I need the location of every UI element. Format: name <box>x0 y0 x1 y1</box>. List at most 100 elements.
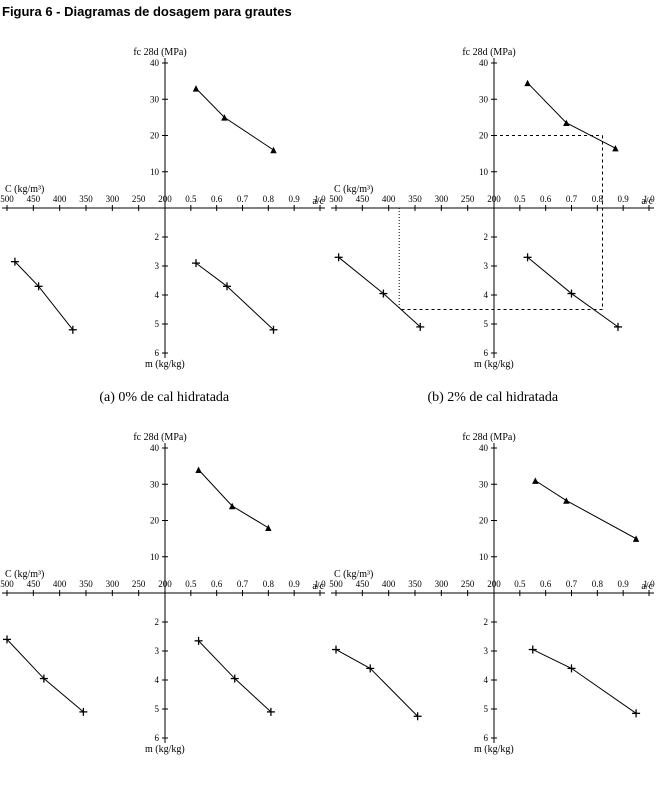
svg-text:450: 450 <box>27 194 41 204</box>
svg-text:3: 3 <box>483 261 488 271</box>
svg-text:200: 200 <box>487 579 501 589</box>
svg-text:0.7: 0.7 <box>237 194 249 204</box>
svg-text:500: 500 <box>0 579 14 589</box>
svg-text:20: 20 <box>150 516 160 526</box>
chart-svg-1: 10 20 30 40fc 28d (MPa) 2 3 4 5 6m (kg/kg) 0.5 0.6… <box>0 23 328 383</box>
svg-text:500: 500 <box>329 194 343 204</box>
svg-text:m (kg/kg): m (kg/kg) <box>474 744 514 755</box>
svg-text:5: 5 <box>155 319 160 329</box>
charts-grid: 10203040fc 28d (MPa)23456m (kg/kg)0.50.6… <box>0 23 657 773</box>
svg-text:0.5: 0.5 <box>185 194 197 204</box>
svg-text:30: 30 <box>150 94 160 104</box>
svg-text:250: 250 <box>132 579 146 589</box>
chart-svg-4: 10203040fc 28d (MPa)23456m (kg/kg)0.50.6… <box>329 408 657 768</box>
svg-text:40: 40 <box>150 443 160 453</box>
svg-text:0.6: 0.6 <box>211 194 223 204</box>
svg-text:0.5: 0.5 <box>514 579 526 589</box>
chart-svg-2: 10203040fc 28d (MPa)23456m (kg/kg)0.50.6… <box>329 23 657 383</box>
svg-text:0.6: 0.6 <box>540 194 552 204</box>
svg-text:C (kg/m³): C (kg/m³) <box>5 569 44 580</box>
svg-text:500: 500 <box>0 194 14 204</box>
svg-text:5: 5 <box>155 704 160 714</box>
svg-text:4: 4 <box>155 675 160 685</box>
svg-text:200: 200 <box>487 194 501 204</box>
svg-text:0.7: 0.7 <box>565 579 577 589</box>
svg-text:a/c: a/c <box>312 196 324 207</box>
svg-text:10: 10 <box>479 167 489 177</box>
svg-text:20: 20 <box>479 131 489 141</box>
svg-text:400: 400 <box>53 194 67 204</box>
svg-text:0.9: 0.9 <box>617 194 629 204</box>
svg-text:2: 2 <box>155 232 160 242</box>
chart-panel-3: (a) 0% de cal hidratada 10203040fc 28d (… <box>0 388 329 773</box>
svg-text:0.5: 0.5 <box>514 194 526 204</box>
svg-text:350: 350 <box>79 579 93 589</box>
svg-text:m (kg/kg): m (kg/kg) <box>474 359 514 370</box>
svg-text:400: 400 <box>381 579 395 589</box>
svg-text:10: 10 <box>150 167 160 177</box>
svg-text:fc 28d (MPa): fc 28d (MPa) <box>133 432 186 443</box>
svg-text:40: 40 <box>150 58 160 68</box>
svg-text:5: 5 <box>483 319 488 329</box>
svg-text:0.7: 0.7 <box>565 194 577 204</box>
svg-text:2: 2 <box>155 617 160 627</box>
svg-text:500: 500 <box>329 579 343 589</box>
svg-text:10: 10 <box>479 552 489 562</box>
svg-text:200: 200 <box>158 194 172 204</box>
svg-text:a/c: a/c <box>641 581 653 592</box>
svg-text:a/c: a/c <box>641 196 653 207</box>
svg-text:30: 30 <box>150 479 160 489</box>
svg-text:0.8: 0.8 <box>263 194 275 204</box>
svg-text:fc 28d (MPa): fc 28d (MPa) <box>133 47 186 58</box>
svg-text:350: 350 <box>79 194 93 204</box>
svg-text:C (kg/m³): C (kg/m³) <box>334 184 373 195</box>
svg-text:20: 20 <box>479 516 489 526</box>
chart-svg-3: 10203040fc 28d (MPa)23456m (kg/kg)0.50.6… <box>0 408 328 768</box>
svg-text:2: 2 <box>483 232 488 242</box>
svg-text:fc 28d (MPa): fc 28d (MPa) <box>462 432 515 443</box>
svg-text:3: 3 <box>483 646 488 656</box>
svg-text:3: 3 <box>155 646 160 656</box>
svg-text:m (kg/kg): m (kg/kg) <box>145 359 185 370</box>
subplot-label-b: (b) 2% de cal hidratada <box>329 390 657 406</box>
svg-text:450: 450 <box>27 579 41 589</box>
svg-text:6: 6 <box>155 733 160 743</box>
svg-text:450: 450 <box>355 194 369 204</box>
svg-text:C (kg/m³): C (kg/m³) <box>334 569 373 580</box>
svg-text:0.8: 0.8 <box>263 579 275 589</box>
svg-text:200: 200 <box>158 579 172 589</box>
svg-text:300: 300 <box>434 579 448 589</box>
svg-text:30: 30 <box>479 94 489 104</box>
svg-text:300: 300 <box>106 194 120 204</box>
svg-text:250: 250 <box>460 194 474 204</box>
svg-text:0.9: 0.9 <box>289 194 301 204</box>
chart-panel-2: 10203040fc 28d (MPa)23456m (kg/kg)0.50.6… <box>329 23 657 388</box>
svg-text:6: 6 <box>155 348 160 358</box>
svg-text:250: 250 <box>460 579 474 589</box>
svg-text:0.9: 0.9 <box>617 579 629 589</box>
svg-text:0.5: 0.5 <box>185 579 197 589</box>
svg-text:400: 400 <box>53 579 67 589</box>
svg-text:250: 250 <box>132 194 146 204</box>
svg-text:0.7: 0.7 <box>237 579 249 589</box>
svg-text:400: 400 <box>381 194 395 204</box>
svg-text:300: 300 <box>106 579 120 589</box>
svg-text:10: 10 <box>150 552 160 562</box>
svg-text:350: 350 <box>408 194 422 204</box>
svg-text:20: 20 <box>150 131 160 141</box>
svg-text:m (kg/kg): m (kg/kg) <box>145 744 185 755</box>
svg-text:30: 30 <box>479 479 489 489</box>
svg-text:4: 4 <box>483 290 488 300</box>
svg-text:0.8: 0.8 <box>591 194 603 204</box>
svg-text:0.9: 0.9 <box>289 579 301 589</box>
svg-text:300: 300 <box>434 194 448 204</box>
chart-panel-4: (b) 2% de cal hidratada 10203040fc 28d (… <box>329 388 657 773</box>
svg-text:2: 2 <box>483 617 488 627</box>
figure-title: Figura 6 - Diagramas de dosagem para gra… <box>0 0 657 23</box>
svg-text:4: 4 <box>155 290 160 300</box>
svg-text:3: 3 <box>155 261 160 271</box>
svg-text:40: 40 <box>479 58 489 68</box>
svg-text:450: 450 <box>355 579 369 589</box>
svg-text:C (kg/m³): C (kg/m³) <box>5 184 44 195</box>
svg-text:a/c: a/c <box>312 581 324 592</box>
